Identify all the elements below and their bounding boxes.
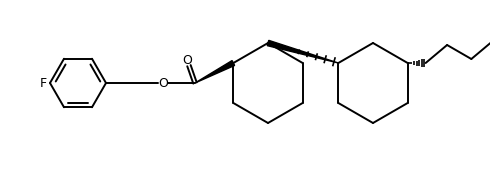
Polygon shape: [267, 40, 339, 63]
Text: O: O: [158, 76, 168, 89]
Text: F: F: [40, 76, 47, 89]
Polygon shape: [195, 60, 235, 83]
Text: O: O: [182, 53, 192, 66]
